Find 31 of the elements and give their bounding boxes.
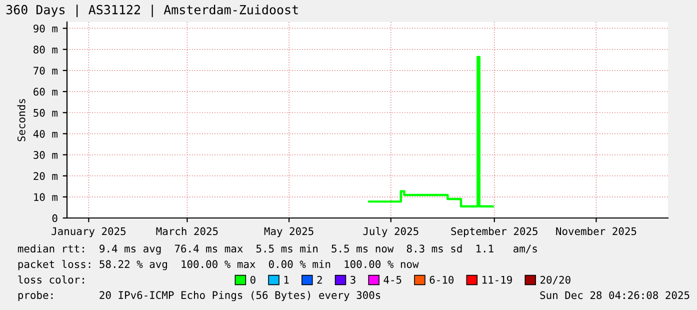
legend-label: 4-5 xyxy=(384,276,402,284)
y-tick-label: 20 m xyxy=(34,172,58,180)
y-axis-title: Seconds xyxy=(17,99,26,142)
legend-label: 0 xyxy=(250,276,256,284)
x-tick-label: November 2025 xyxy=(556,227,636,236)
chart-title: 360 Days | AS31122 | Amsterdam-Zuidoost xyxy=(6,4,298,18)
legend-label: 20/20 xyxy=(540,276,570,285)
y-tick-label: 90 m xyxy=(34,24,58,32)
text: Sun Dec 28 04:26:08 2025 xyxy=(540,291,690,300)
y-tick-label: 0 xyxy=(52,214,58,222)
y-tick-label: 70 m xyxy=(34,66,58,75)
x-tick-label: March 2025 xyxy=(156,227,218,236)
legend-title: loss color: xyxy=(18,275,84,284)
text: packet loss: 58.22 % avg 100.00 % max 0.00 % min 100.00 % now xyxy=(18,260,419,270)
legend-label: 1 xyxy=(284,276,289,284)
y-tick-label: 80 m xyxy=(34,46,58,54)
x-tick-label: May 2025 xyxy=(264,227,314,238)
y-tick-label: 40 m xyxy=(33,130,58,138)
legend-label: 6-10 xyxy=(430,276,454,284)
legend-label: 11-19 xyxy=(482,276,512,284)
x-tick-label: September 2025 xyxy=(451,227,538,238)
legend-label: 2 xyxy=(317,276,322,284)
x-tick-label: January 2025 xyxy=(52,227,126,238)
text: probe: 20 IPv6-ICMP Echo Pings (56 Bytes) every 300s xyxy=(18,290,380,302)
legend-label: 3 xyxy=(350,276,356,284)
y-tick-label: 60 m xyxy=(34,88,58,96)
text: median rtt: 9.4 ms avg 76.4 ms max 5.5 ms min 5.5 ms now 8.3 ms sd 1.1 am/s xyxy=(18,244,537,255)
y-tick-label: 50 m xyxy=(34,108,58,117)
x-tick-label: July 2025 xyxy=(363,227,418,238)
y-tick-label: 10 m xyxy=(34,193,58,202)
y-tick-label: 30 m xyxy=(34,151,58,159)
